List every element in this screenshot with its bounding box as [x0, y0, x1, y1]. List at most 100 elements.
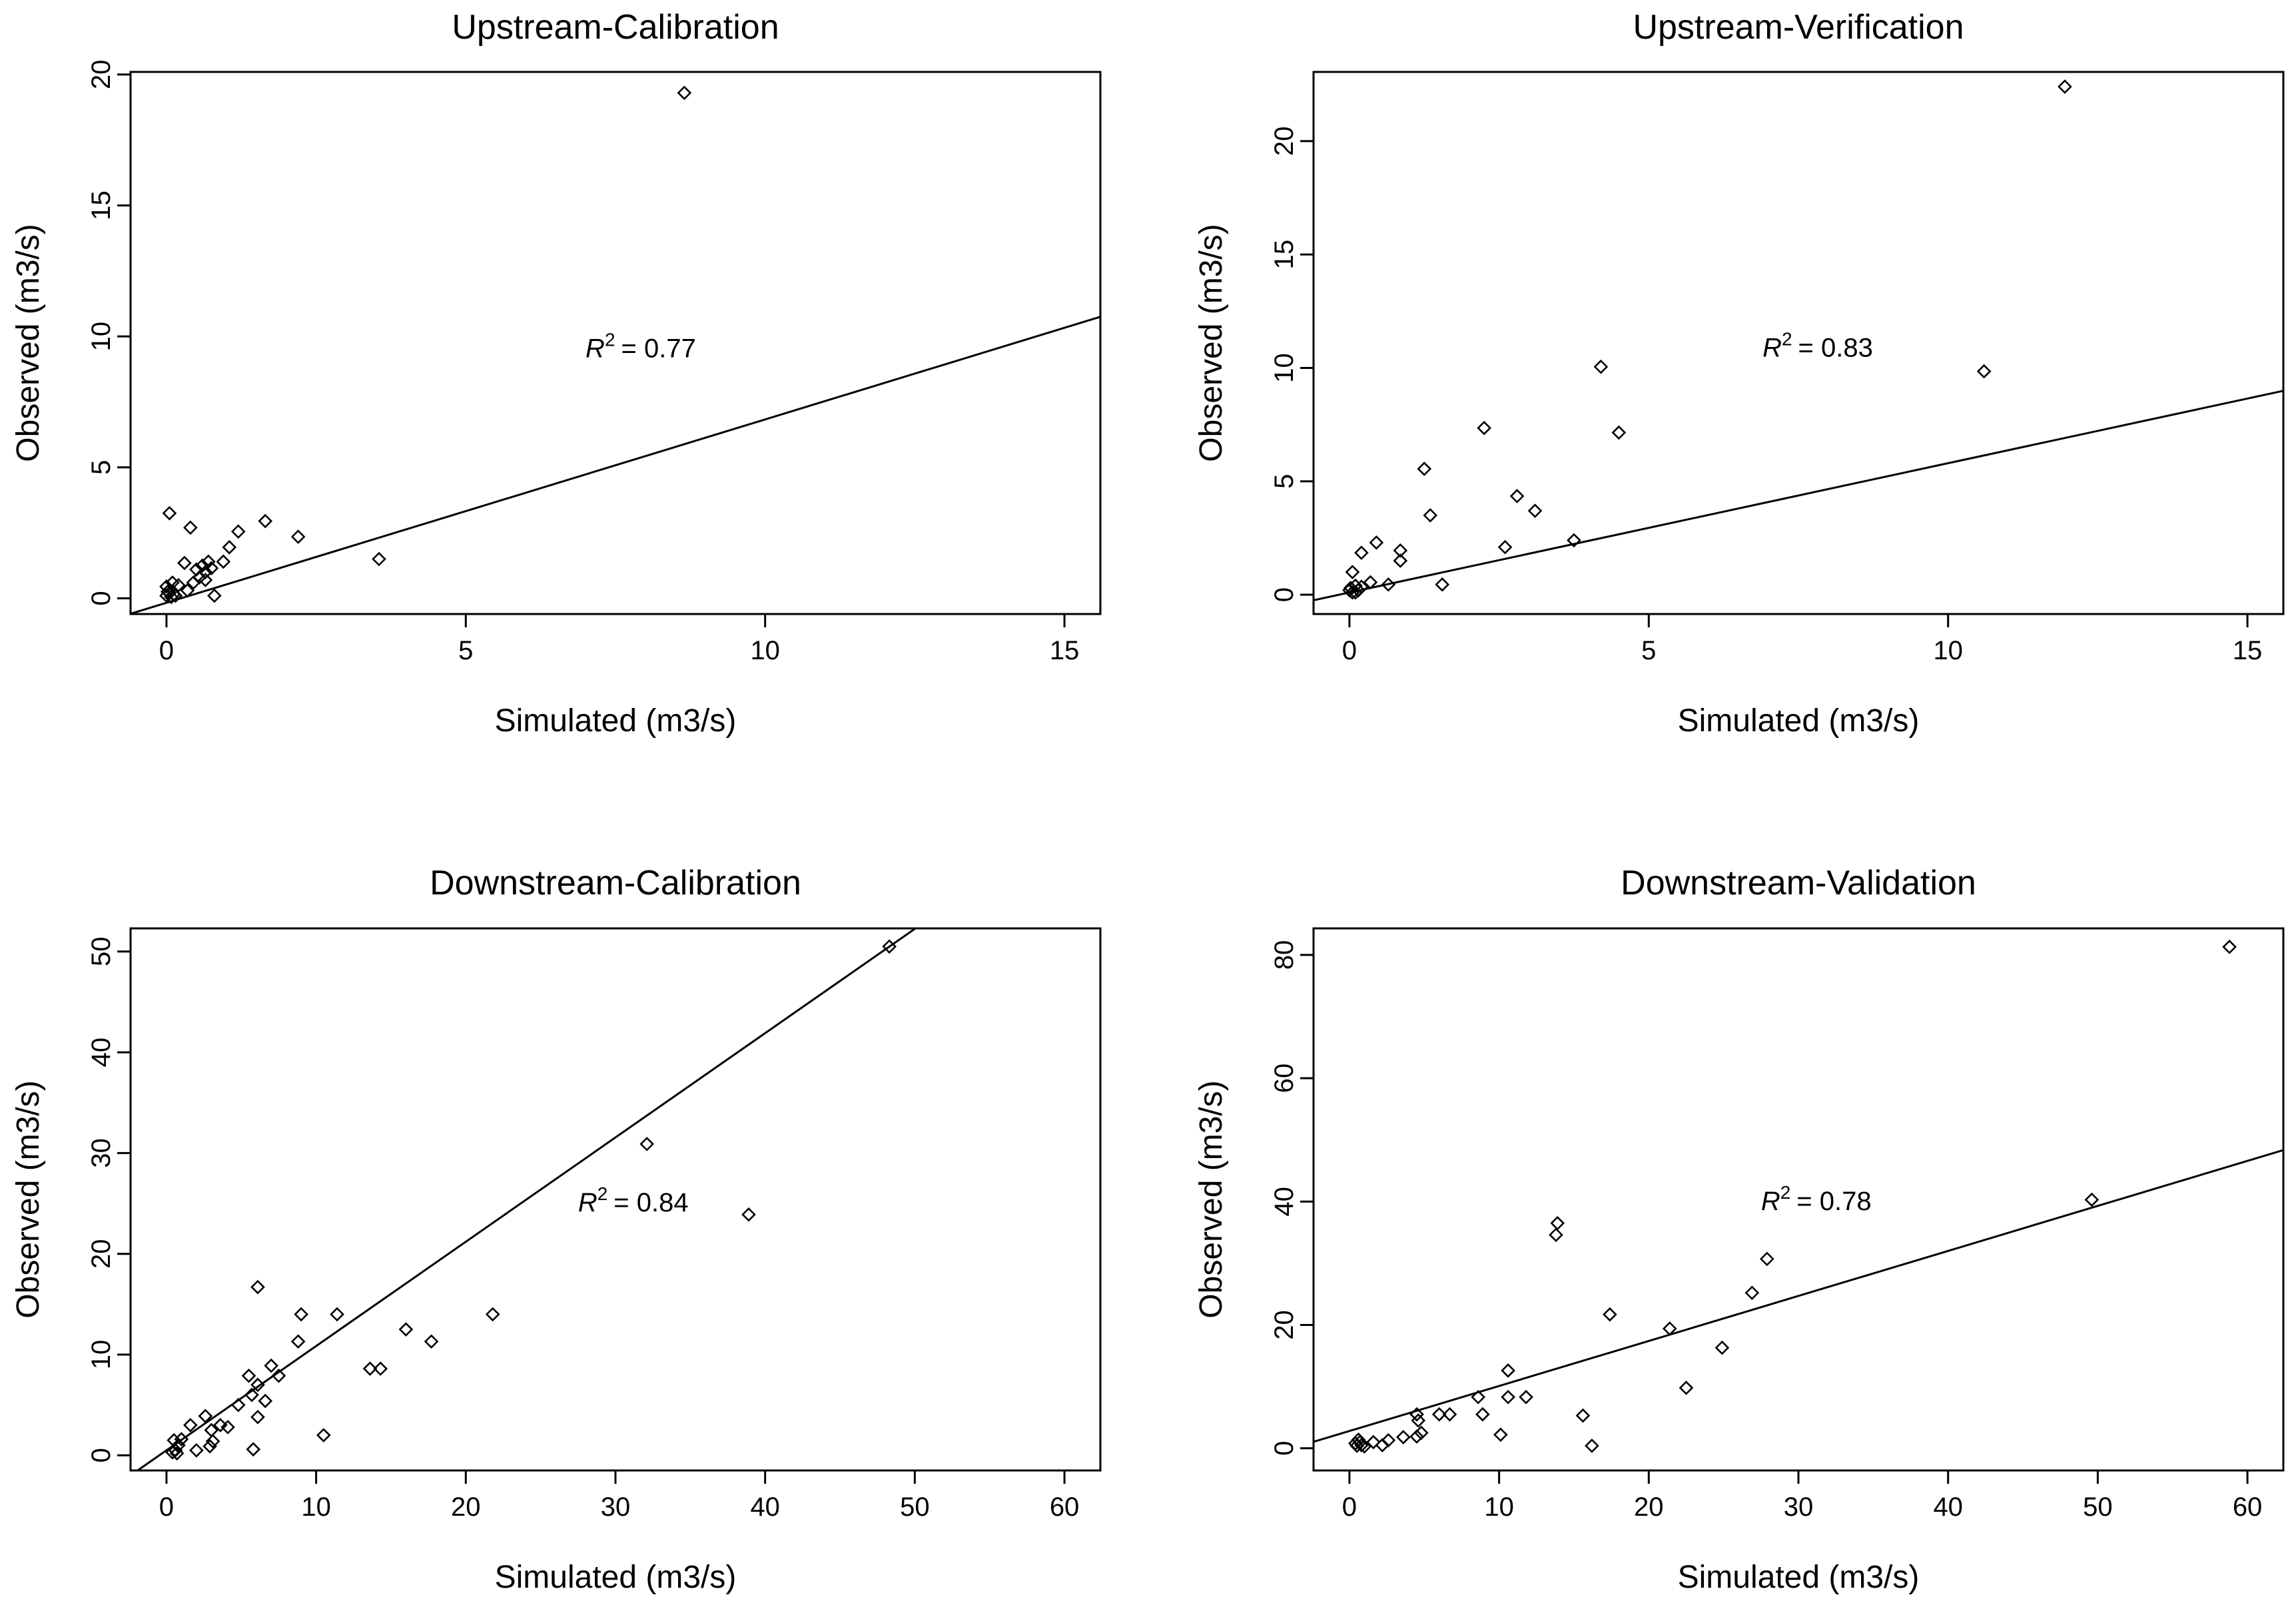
y-tick-label: 40: [1270, 1187, 1299, 1217]
r-squared-exponent: 2: [1780, 1182, 1791, 1203]
y-tick-label: 10: [1270, 353, 1299, 383]
x-tick-label: 20: [1634, 1492, 1664, 1522]
data-point: [258, 1393, 273, 1409]
data-point: [1679, 1381, 1694, 1395]
data-point: [741, 1207, 756, 1222]
panel-title: Upstream-Calibration: [452, 8, 779, 47]
data-point: [1976, 364, 1992, 379]
y-tick-label: 15: [1270, 240, 1299, 270]
panel-downstream-validation: Downstream-Validation Simulated (m3/s) O…: [1194, 864, 2285, 1595]
panel-upstream-calibration: Upstream-Calibration Simulated (m3/s) Ob…: [11, 8, 1102, 739]
data-point: [177, 555, 192, 571]
data-point: [230, 1397, 246, 1413]
data-point: [1351, 583, 1366, 598]
r-squared-symbol: R: [1762, 333, 1782, 362]
data-point: [1527, 503, 1543, 518]
data-point: [250, 1409, 265, 1425]
data-point: [202, 1439, 217, 1454]
data-point: [159, 579, 174, 594]
x-tick-label: 50: [2083, 1492, 2113, 1522]
x-tick-label: 0: [159, 1492, 174, 1522]
data-point: [1497, 539, 1513, 555]
data-point: [250, 1279, 265, 1295]
axis-ticks: 0 10 20 30 40 50 60 0 20 40 60 80: [1270, 940, 2262, 1522]
r-squared-exponent: 2: [1782, 328, 1792, 349]
data-point: [241, 1368, 256, 1383]
data-point: [264, 1358, 279, 1373]
data-point: [372, 551, 386, 567]
data-point: [1575, 1408, 1591, 1423]
x-axis-label: Simulated (m3/s): [495, 1560, 737, 1595]
data-point: [373, 1361, 388, 1377]
x-tick-label: 5: [458, 636, 473, 665]
data-point: [1593, 359, 1609, 374]
data-point: [212, 1418, 228, 1433]
data-point: [1409, 1407, 1424, 1422]
data-point: [244, 1387, 259, 1403]
y-tick-label: 15: [87, 190, 116, 220]
r-squared-symbol: R: [578, 1188, 597, 1217]
x-tick-label: 20: [451, 1492, 481, 1522]
data-point: [1549, 1227, 1563, 1243]
x-tick-label: 60: [1050, 1492, 1080, 1522]
data-point: [1715, 1340, 1730, 1355]
r-squared-value: = 0.78: [1796, 1187, 1871, 1216]
data-point: [1411, 1413, 1426, 1428]
panel-upstream-verification: Upstream-Verification Simulated (m3/s) O…: [1194, 8, 2285, 739]
x-tick-label: 0: [1342, 636, 1357, 665]
y-tick-label: 50: [87, 937, 116, 967]
data-point: [1567, 533, 1581, 548]
data-point: [1550, 1215, 1565, 1231]
data-point: [424, 1334, 439, 1349]
data-point: [186, 575, 201, 590]
data-point: [330, 1307, 344, 1322]
axis-ticks: 0 10 20 30 40 50 60 0 10 20 30 40 50: [87, 937, 1079, 1522]
data-point: [1366, 1435, 1381, 1450]
data-point: [1431, 1407, 1447, 1422]
data-point: [1423, 508, 1438, 523]
x-tick-label: 10: [750, 636, 780, 665]
r-squared-exponent: 2: [605, 330, 615, 350]
data-point: [398, 1322, 414, 1337]
y-axis-label: Observed (m3/s): [11, 224, 46, 462]
data-point: [1475, 1407, 1490, 1422]
data-point: [160, 584, 175, 599]
data-point: [1442, 1407, 1457, 1422]
panel-title: Upstream-Verification: [1633, 8, 1964, 47]
data-point: [220, 1420, 235, 1435]
data-point: [1381, 577, 1396, 592]
r-squared-value: = 0.83: [1798, 333, 1873, 362]
data-point: [216, 554, 231, 569]
data-point: [1519, 1389, 1533, 1405]
data-point: [1409, 1429, 1424, 1444]
regression-line: [130, 316, 1101, 615]
data-point: [1477, 420, 1491, 436]
x-tick-label: 0: [159, 636, 174, 665]
data-point: [230, 524, 246, 539]
data-point: [1343, 580, 1358, 595]
data-points: [165, 939, 897, 1461]
data-point: [1759, 1251, 1774, 1267]
data-point: [1393, 553, 1408, 568]
data-point: [290, 529, 306, 544]
r-squared-label: R2 = 0.77: [585, 330, 696, 364]
data-point: [1471, 1389, 1485, 1405]
data-point: [169, 1446, 185, 1461]
y-tick-label: 80: [1270, 940, 1299, 970]
data-point: [183, 520, 198, 535]
x-tick-label: 15: [1050, 636, 1080, 665]
data-point: [1501, 1389, 1515, 1405]
data-point: [1369, 535, 1384, 550]
data-point: [1509, 489, 1525, 503]
data-point: [1603, 1307, 1617, 1322]
data-point: [677, 85, 692, 101]
data-point: [271, 1368, 286, 1383]
y-tick-label: 0: [1270, 1441, 1299, 1456]
y-tick-label: 10: [87, 322, 116, 352]
y-axis-label: Observed (m3/s): [1194, 1080, 1229, 1318]
data-point: [316, 1428, 331, 1443]
data-point: [1585, 1439, 1599, 1453]
x-axis-label: Simulated (m3/s): [1678, 1560, 1920, 1595]
data-point: [174, 1432, 189, 1446]
y-tick-label: 30: [87, 1138, 116, 1168]
